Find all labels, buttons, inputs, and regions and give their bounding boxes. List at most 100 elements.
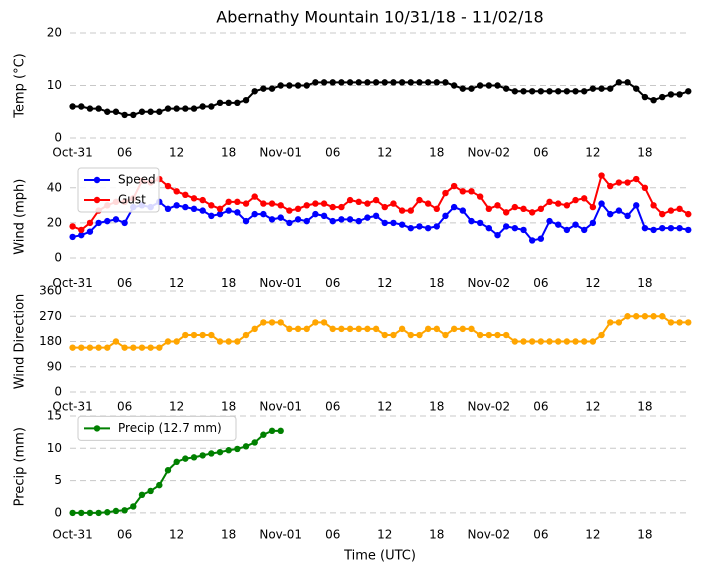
data-point (589, 338, 597, 345)
legend-label: Precip (12.7 mm) (118, 421, 222, 435)
data-point (69, 344, 76, 351)
data-point (494, 231, 501, 239)
data-point (338, 325, 345, 333)
data-point (502, 85, 510, 92)
data-point (69, 103, 76, 110)
data-point (147, 344, 154, 351)
data-point (78, 231, 85, 239)
data-point (268, 319, 276, 326)
data-point (424, 325, 432, 333)
data-point (277, 214, 284, 221)
data-point (554, 338, 562, 345)
data-point (355, 325, 362, 333)
data-point (502, 331, 510, 339)
data-point (130, 503, 137, 510)
data-point (563, 226, 571, 234)
data-point (199, 207, 206, 214)
data-point (225, 338, 232, 345)
data-point (277, 427, 284, 435)
y-tick-label: 15 (47, 408, 62, 422)
data-point (208, 103, 215, 110)
data-point (199, 452, 206, 459)
x-tick-label: 18 (637, 400, 652, 414)
data-point (563, 202, 571, 209)
data-point (164, 338, 172, 345)
data-point (164, 182, 172, 190)
data-point (234, 338, 241, 345)
data-point (182, 455, 189, 462)
x-tick-label: 18 (637, 146, 652, 160)
data-point (450, 203, 458, 211)
data-point (598, 85, 605, 92)
data-point (173, 202, 180, 209)
data-point (234, 445, 241, 453)
data-point (485, 82, 493, 89)
data-point (156, 108, 163, 115)
y-tick-label: 20 (47, 26, 62, 40)
data-point (104, 217, 111, 225)
data-point (468, 325, 475, 333)
data-point (372, 196, 380, 204)
data-point (667, 207, 675, 214)
data-point (346, 325, 354, 333)
data-point (294, 205, 302, 213)
data-point (156, 344, 163, 351)
y-tick-label: 0 (54, 250, 62, 264)
data-point (277, 319, 284, 326)
data-point (329, 325, 336, 333)
data-point (234, 99, 241, 107)
data-point (511, 338, 519, 345)
data-point (78, 509, 85, 517)
x-tick-label: Oct-31 (52, 528, 92, 542)
data-point (667, 224, 675, 232)
data-point (607, 319, 614, 326)
data-point (260, 210, 267, 218)
x-tick-label: Nov-01 (259, 400, 302, 414)
data-point (329, 217, 336, 225)
data-point (225, 207, 232, 214)
data-point (320, 79, 328, 86)
data-point (251, 439, 258, 446)
data-point (407, 331, 414, 339)
data-point (442, 212, 449, 220)
data-point (624, 212, 631, 220)
data-point (442, 79, 449, 86)
data-point (581, 338, 588, 345)
data-point (208, 450, 215, 457)
data-point (537, 88, 545, 95)
data-point (86, 105, 94, 112)
y-tick-label: 180 (39, 334, 62, 348)
y-tick-label: 20 (47, 215, 62, 229)
x-tick-label: 18 (637, 276, 652, 290)
x-tick-label: 18 (429, 146, 444, 160)
data-point (633, 313, 640, 320)
data-point (398, 325, 406, 333)
data-point (225, 447, 232, 454)
data-point (572, 221, 579, 228)
data-point (69, 509, 76, 517)
y-tick-label: 360 (39, 284, 62, 298)
data-point (563, 88, 571, 95)
data-point (685, 226, 692, 234)
data-point (130, 111, 137, 119)
data-point (338, 79, 345, 86)
data-point (251, 210, 258, 218)
data-point (407, 79, 414, 86)
data-point (433, 325, 440, 333)
data-point (494, 202, 501, 209)
y-axis-label: Temp (°C) (13, 53, 28, 119)
y-axis-label: Wind Direction (13, 294, 28, 390)
data-point (494, 82, 501, 89)
y-tick-label: 270 (39, 309, 62, 323)
data-point (364, 200, 371, 207)
data-point (659, 224, 666, 232)
data-point (537, 235, 545, 242)
data-point (251, 88, 258, 95)
data-point (121, 111, 128, 119)
data-point (476, 193, 484, 200)
data-point (104, 509, 111, 516)
x-tick-label: 06 (117, 146, 132, 160)
data-point (364, 214, 371, 221)
data-point (130, 344, 137, 351)
data-point (260, 319, 267, 326)
